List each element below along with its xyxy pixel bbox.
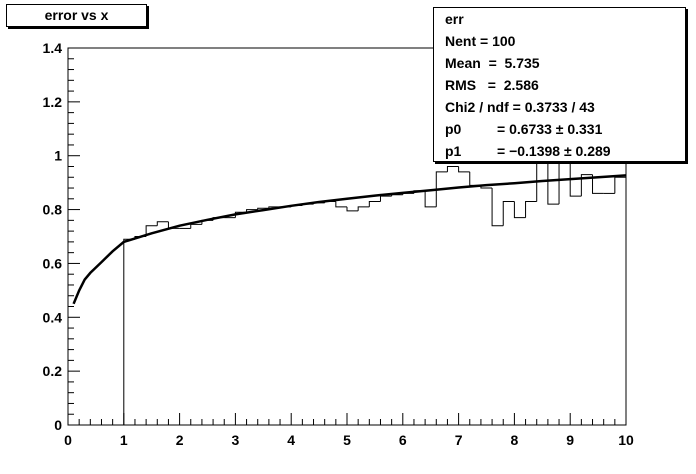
y-tick-label: 0	[54, 417, 62, 433]
stats-name: err	[445, 11, 464, 27]
x-tick-label: 2	[176, 432, 184, 448]
histogram-bin	[547, 155, 560, 205]
x-tick-label: 0	[64, 432, 72, 448]
stats-row-p0-value: = 0.6733 ± 0.331	[497, 121, 603, 137]
y-tick-label: 1.4	[43, 40, 63, 56]
histogram-bin	[357, 206, 370, 211]
chart-title: error vs x	[6, 4, 147, 27]
histogram-bin	[346, 206, 359, 212]
stats-row-nent: Nent = 100	[445, 33, 516, 49]
x-tick-label: 4	[287, 432, 295, 448]
histogram-bin	[156, 221, 169, 226]
histogram-bin	[458, 166, 470, 173]
histogram-bin	[424, 190, 437, 208]
x-tick-label: 3	[232, 432, 240, 448]
histogram-bin	[502, 200, 515, 226]
histogram-bin	[491, 188, 504, 227]
histogram-bin	[592, 174, 604, 194]
y-tick-label: 1	[54, 148, 62, 164]
x-axis: 0 1 2 3 4 5 6 7 8 9 10	[64, 413, 634, 448]
fit-curve	[72, 174, 627, 305]
stats-row-rms: RMS = 2.586	[445, 77, 539, 93]
histogram-bin	[446, 165, 459, 172]
x-tick-label: 5	[343, 432, 351, 448]
histogram-bin	[145, 225, 158, 237]
stats-row-mean: Mean = 5.735	[445, 55, 540, 71]
histogram-bin	[580, 174, 593, 197]
histogram-bin	[513, 201, 526, 219]
stats-row-chi2: Chi2 / ndf = 0.3733 / 43	[445, 99, 595, 115]
x-tick-label: 8	[511, 432, 519, 448]
histogram-bin	[435, 171, 448, 207]
x-tick-label: 1	[120, 432, 128, 448]
histogram-bin	[368, 200, 381, 207]
x-tick-label: 7	[455, 432, 463, 448]
stats-box: err Nent = 100 Mean = 5.735 RMS = 2.586 …	[433, 7, 686, 162]
y-tick-label: 0.2	[43, 363, 63, 379]
stats-row-p1-label: p1	[445, 143, 462, 159]
x-tick-label: 6	[399, 432, 407, 448]
y-tick-label: 0.6	[43, 255, 63, 271]
histogram-bin	[335, 201, 347, 208]
y-tick-label: 0.4	[43, 309, 63, 325]
histogram-bin	[525, 200, 537, 218]
y-tick-label: 0.8	[43, 202, 63, 218]
y-tick-label: 1.2	[43, 94, 63, 110]
stats-row-p0-label: p0	[445, 121, 462, 137]
histogram-bin	[257, 207, 269, 210]
x-tick-label: 9	[566, 432, 574, 448]
histogram-bin	[246, 209, 258, 213]
stats-row-p1-value: = −0.1398 ± 0.289	[497, 143, 611, 159]
x-tick-label: 10	[618, 432, 634, 448]
histogram-bin	[569, 155, 582, 197]
y-axis: 0 0.2 0.4 0.6 0.8 1 1.2 1.4	[43, 40, 80, 433]
